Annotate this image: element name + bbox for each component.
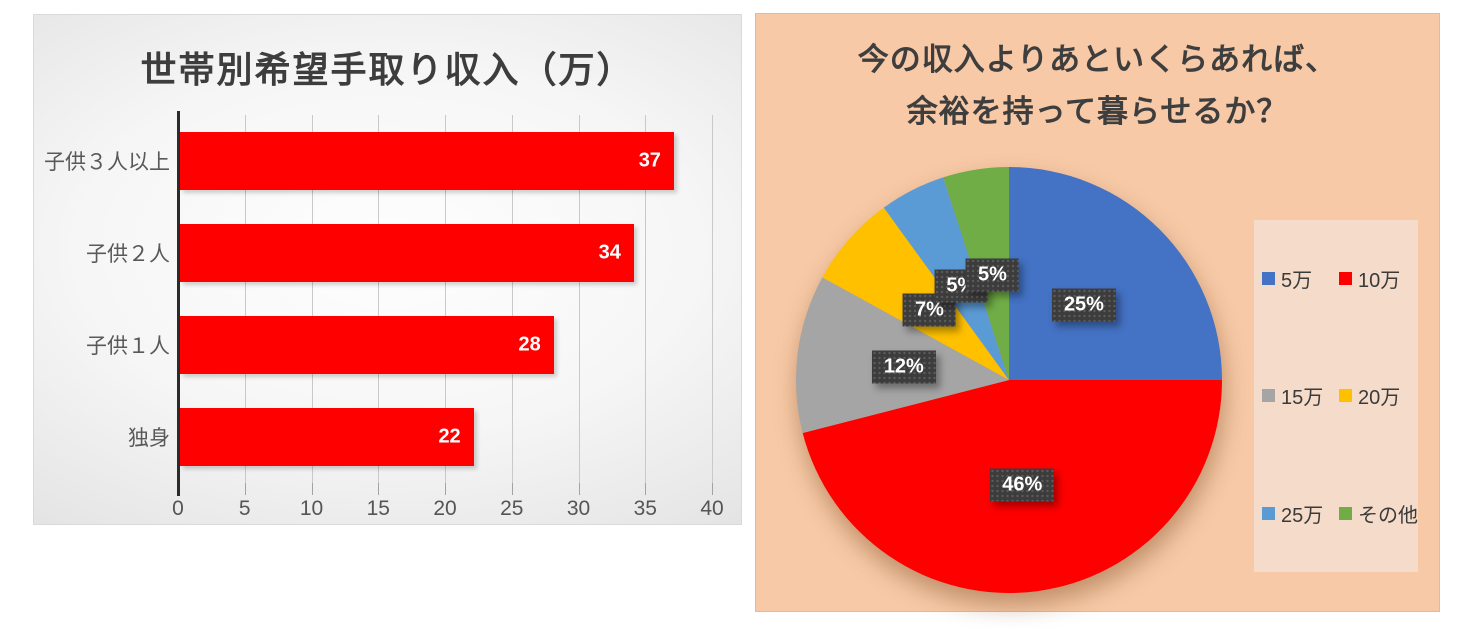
x-axis-tick-mark xyxy=(578,483,580,495)
legend-item-0: 5万 xyxy=(1254,264,1331,293)
bar xyxy=(180,132,674,190)
legend-label: 20万 xyxy=(1358,387,1401,410)
bar xyxy=(180,316,554,374)
category-label: 子供３人以上 xyxy=(44,151,170,174)
pie-data-label-0: 25% xyxy=(1051,288,1116,322)
legend-item-2: 15万 xyxy=(1254,381,1331,410)
x-axis-tick-label: 0 xyxy=(172,497,184,520)
category-label: 独身 xyxy=(128,427,170,450)
bar-value-label: 28 xyxy=(518,333,541,356)
bar-value-label: 34 xyxy=(598,241,621,264)
pie-chart-panel: 今の収入よりあといくらあれば、 余裕を持って暮らせるか？ 25% 46% 12% 7%… xyxy=(755,13,1440,612)
x-axis-tick-label: 25 xyxy=(500,497,524,520)
bar-chart-gridline xyxy=(712,115,713,483)
pie-data-label-5: 5% xyxy=(965,258,1019,292)
pie-data-label-2: 12% xyxy=(871,350,936,384)
bar xyxy=(180,224,634,282)
legend-item-3: 20万 xyxy=(1331,381,1418,410)
legend-swatch-icon xyxy=(1339,272,1352,286)
x-axis-tick-label: 15 xyxy=(366,497,390,520)
legend-label: 25万 xyxy=(1281,504,1324,527)
x-axis-tick-label: 40 xyxy=(700,497,724,520)
legend-swatch-icon xyxy=(1339,506,1352,520)
x-axis-tick-mark xyxy=(378,483,380,495)
bar-chart-gridline xyxy=(645,115,647,483)
bar-chart-gridline xyxy=(445,115,446,483)
legend-item-4: 25万 xyxy=(1254,499,1331,528)
legend-item-5: その他 xyxy=(1331,499,1418,528)
pie-legend: 5万 10万 15万 20万 25万 その他 xyxy=(1254,220,1418,572)
category-axis-line xyxy=(176,111,180,496)
bar xyxy=(180,408,474,466)
bar-chart-gridline xyxy=(378,115,380,483)
x-axis-tick-mark xyxy=(511,483,513,495)
pie-title-line-1: 今の収入よりあといくらあれば、 xyxy=(857,42,1338,77)
pie-chart-title: 今の収入よりあといくらあれば、 余裕を持って暮らせるか？ xyxy=(756,34,1439,138)
x-axis-tick-label: 5 xyxy=(238,497,251,520)
legend-item-1: 10万 xyxy=(1331,264,1418,293)
x-axis-tick-label: 10 xyxy=(299,497,324,520)
x-axis-tick-label: 30 xyxy=(566,497,591,520)
legend-swatch-icon xyxy=(1262,389,1275,403)
bar-value-label: 37 xyxy=(638,149,661,172)
bar-chart-title: 世帯別希望手取り収入（万） xyxy=(140,49,635,90)
pie-slice-0 xyxy=(1009,167,1222,380)
bar-chart-gridline xyxy=(511,115,513,483)
category-label: 子供１人 xyxy=(86,335,170,358)
legend-label: 5万 xyxy=(1281,270,1313,293)
bar-value-label: 22 xyxy=(438,425,461,448)
x-axis-tick-mark xyxy=(445,483,446,495)
bar-chart-gridline xyxy=(578,115,580,483)
bar-chart-gridline xyxy=(244,115,246,483)
pie-title-line-2: 余裕を持って暮らせるか？ xyxy=(906,94,1289,129)
pie-chart xyxy=(796,167,1222,594)
legend-swatch-icon xyxy=(1262,506,1275,520)
legend-label: 10万 xyxy=(1358,270,1401,293)
legend-swatch-icon xyxy=(1262,272,1275,286)
legend-swatch-icon xyxy=(1339,389,1352,403)
x-axis-tick-mark xyxy=(244,483,246,495)
x-axis-tick-label: 20 xyxy=(433,497,457,520)
category-label: 子供２人 xyxy=(86,243,170,266)
x-axis-tick-mark xyxy=(712,483,713,495)
x-axis-tick-mark xyxy=(311,483,313,495)
x-axis-tick-mark xyxy=(645,483,647,495)
bar-chart-gridline xyxy=(311,115,313,483)
legend-label: 15万 xyxy=(1281,387,1324,410)
x-axis-tick-label: 35 xyxy=(633,497,657,520)
legend-label: その他 xyxy=(1358,504,1418,527)
pie-data-label-1: 46% xyxy=(990,468,1055,502)
bar-chart-panel: 世帯別希望手取り収入（万） 0 5 10 15 20 25 30 35 40 37 子供３人以上 34… xyxy=(33,14,742,525)
